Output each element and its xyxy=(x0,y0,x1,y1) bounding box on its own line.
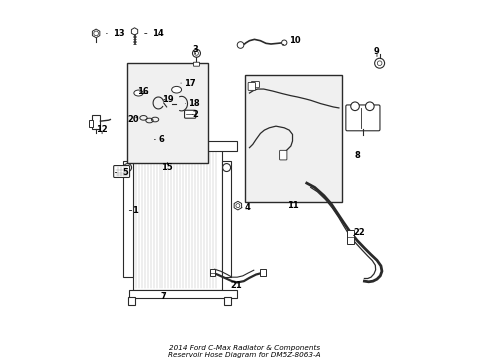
Bar xyxy=(210,269,215,276)
Text: 22: 22 xyxy=(352,228,364,237)
Text: 2014 Ford C-Max Radiator & Components
Reservoir Hose Diagram for DM5Z-8063-A: 2014 Ford C-Max Radiator & Components Re… xyxy=(168,345,320,358)
Text: 18: 18 xyxy=(185,99,200,108)
Text: 12: 12 xyxy=(96,125,108,134)
FancyBboxPatch shape xyxy=(193,62,199,66)
Bar xyxy=(223,297,230,305)
Text: 13: 13 xyxy=(106,29,124,38)
Circle shape xyxy=(123,163,131,171)
Circle shape xyxy=(237,42,244,48)
Bar xyxy=(222,161,231,277)
Circle shape xyxy=(235,204,240,208)
Text: 19: 19 xyxy=(162,95,173,104)
Circle shape xyxy=(281,40,286,45)
Text: 5: 5 xyxy=(115,168,128,177)
Text: 6: 6 xyxy=(154,135,163,144)
FancyBboxPatch shape xyxy=(279,150,286,160)
Ellipse shape xyxy=(134,90,143,96)
FancyBboxPatch shape xyxy=(345,105,379,131)
Text: 14: 14 xyxy=(144,29,164,38)
Text: 16: 16 xyxy=(136,87,148,96)
Bar xyxy=(127,63,207,163)
Circle shape xyxy=(222,163,230,171)
FancyBboxPatch shape xyxy=(251,81,259,88)
Bar xyxy=(89,120,93,127)
FancyBboxPatch shape xyxy=(247,82,255,90)
Text: 8: 8 xyxy=(353,152,359,161)
Bar xyxy=(122,161,132,277)
Text: 20: 20 xyxy=(127,115,139,124)
Text: 21: 21 xyxy=(230,281,242,290)
Text: 10: 10 xyxy=(282,36,300,45)
Bar xyxy=(346,230,354,244)
Bar xyxy=(127,297,135,305)
Circle shape xyxy=(365,102,373,111)
Circle shape xyxy=(350,102,359,111)
Text: 2: 2 xyxy=(192,110,198,119)
Circle shape xyxy=(94,31,98,36)
Bar xyxy=(129,141,236,151)
Circle shape xyxy=(374,58,384,68)
Text: 7: 7 xyxy=(160,292,166,301)
Circle shape xyxy=(192,49,200,57)
Text: 15: 15 xyxy=(161,163,173,172)
Bar xyxy=(132,148,222,290)
Text: 17: 17 xyxy=(181,78,195,87)
Text: 11: 11 xyxy=(286,201,298,210)
Text: 4: 4 xyxy=(242,203,250,212)
Circle shape xyxy=(377,61,381,66)
Circle shape xyxy=(194,51,198,55)
Text: 9: 9 xyxy=(373,47,379,57)
Bar xyxy=(129,290,236,298)
FancyBboxPatch shape xyxy=(184,110,195,118)
Bar xyxy=(260,269,265,276)
Ellipse shape xyxy=(171,86,181,93)
Bar xyxy=(244,75,342,202)
FancyBboxPatch shape xyxy=(113,166,129,177)
Bar xyxy=(92,114,100,130)
Text: 1: 1 xyxy=(129,206,137,215)
Text: 3: 3 xyxy=(192,45,198,54)
